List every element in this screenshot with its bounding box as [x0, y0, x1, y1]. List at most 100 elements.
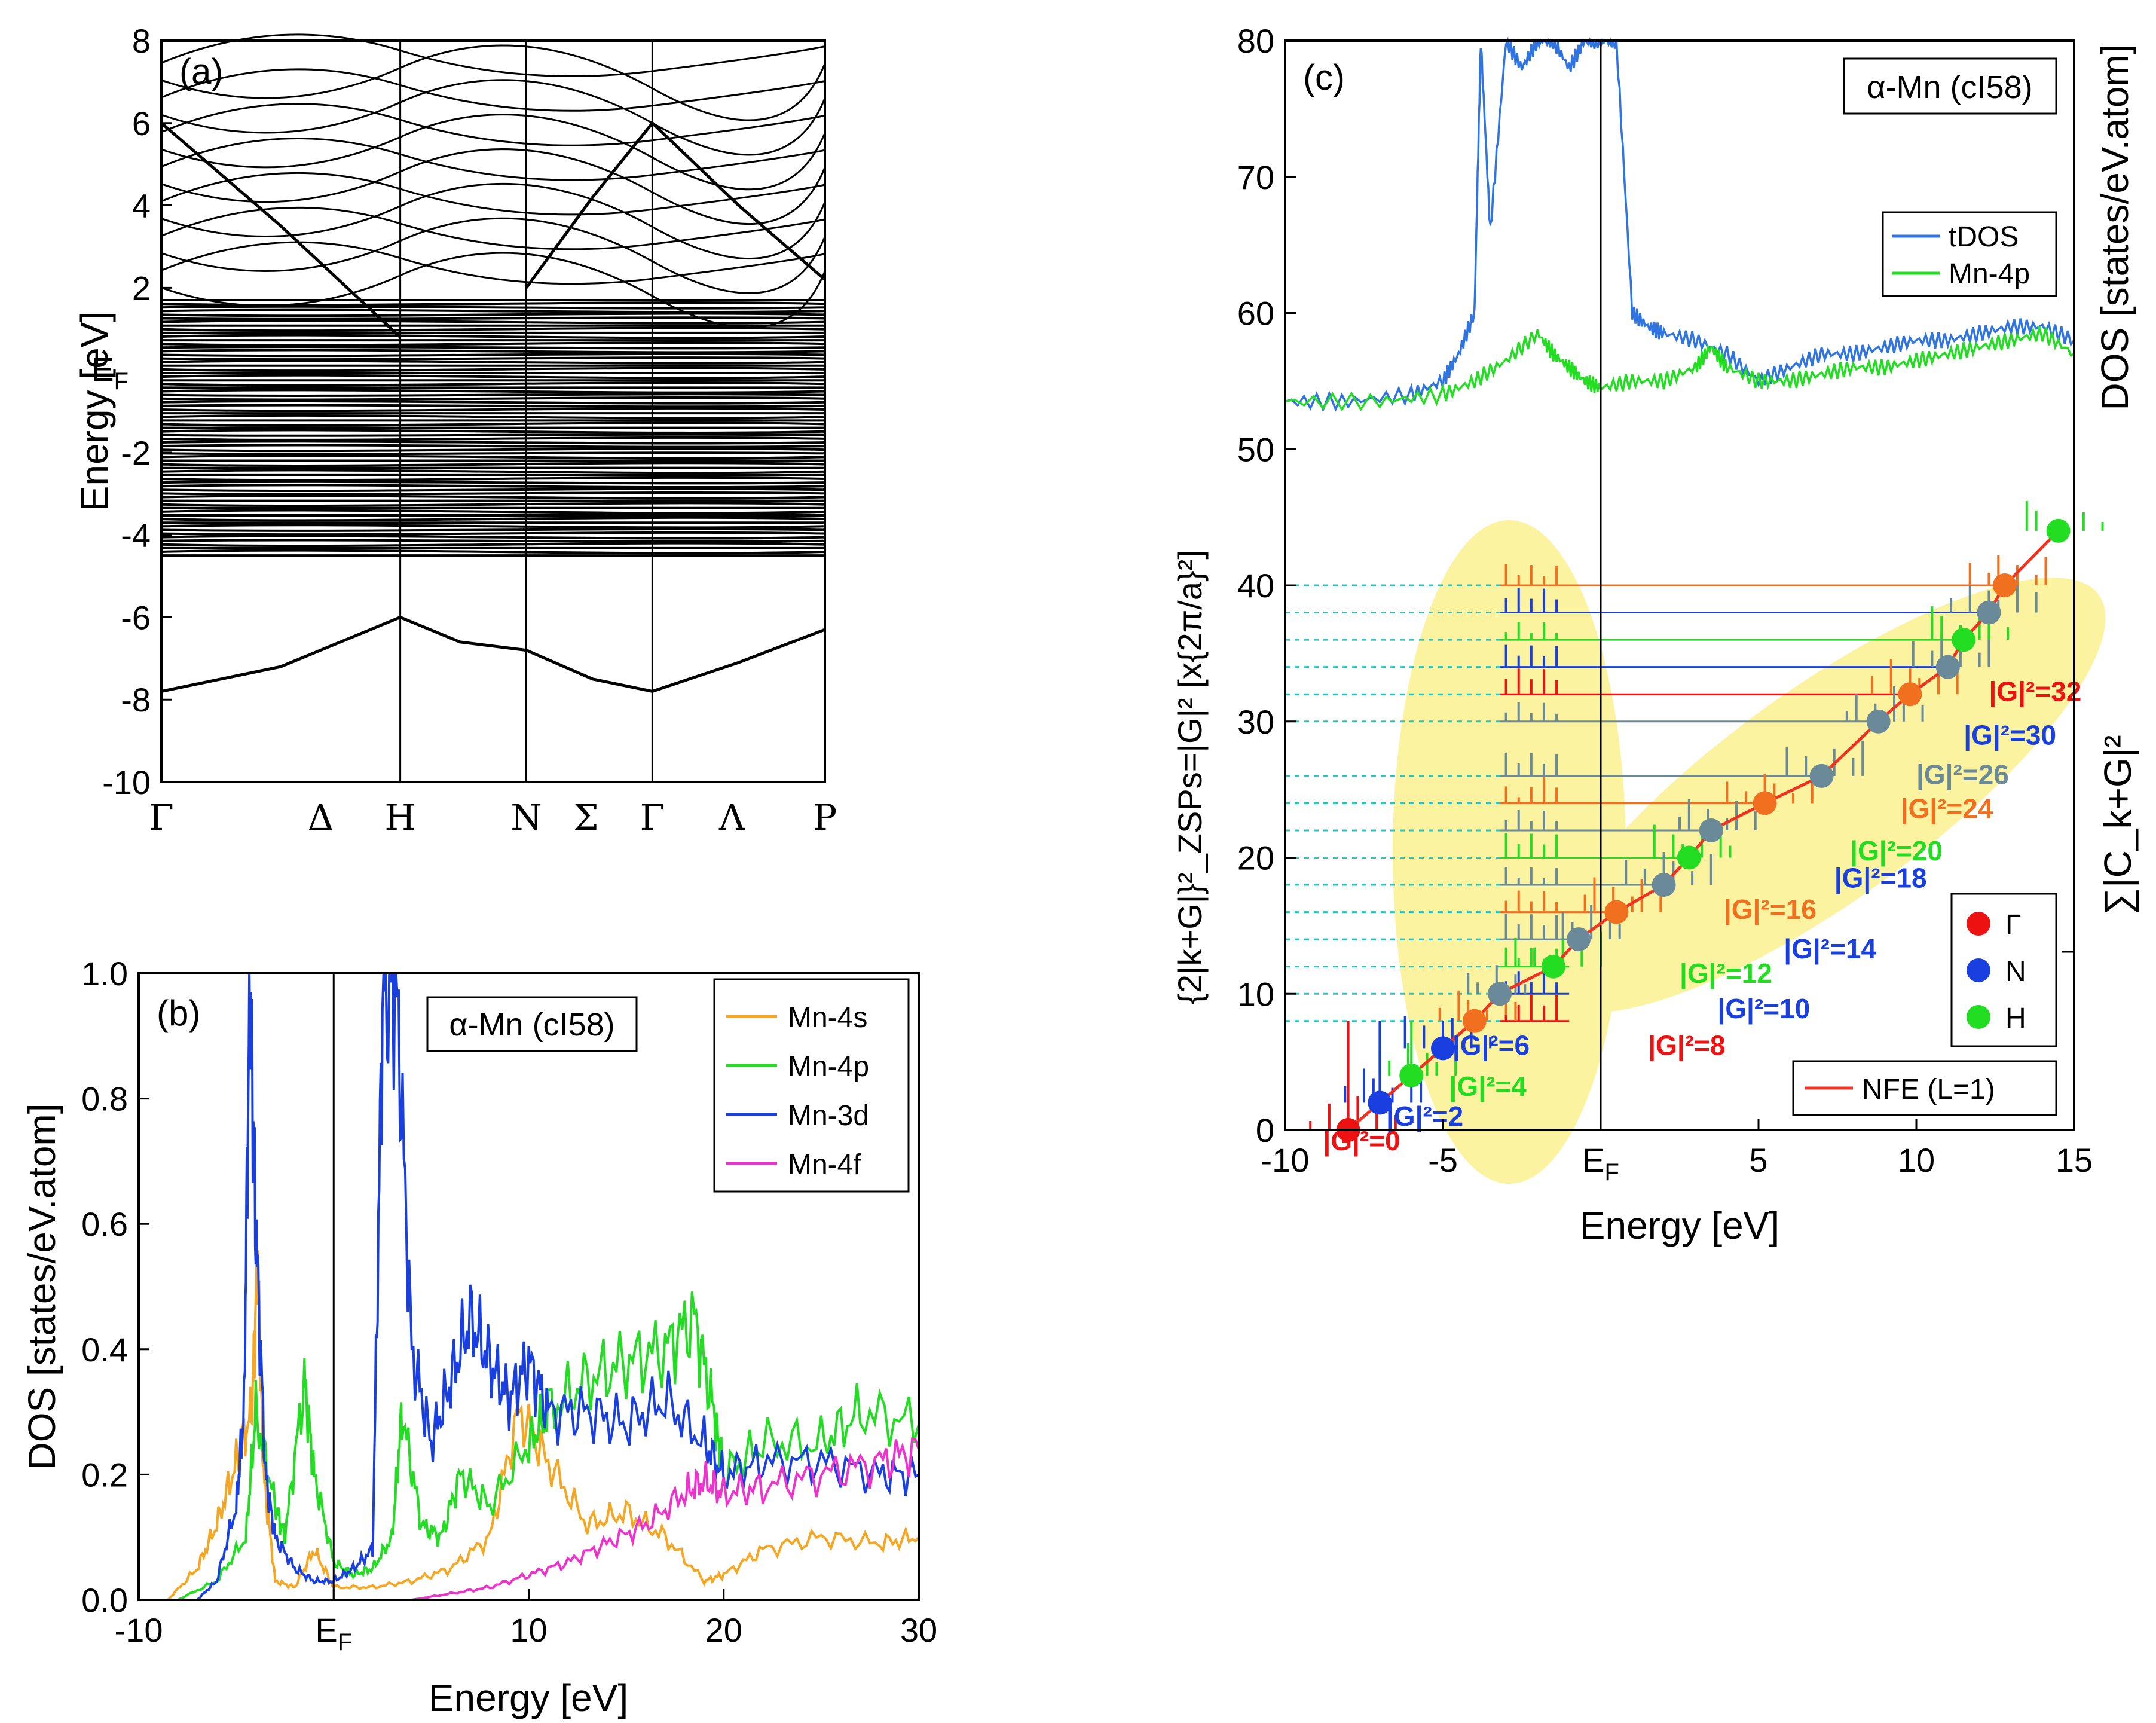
zsp-panel: |G|²=0|G|²=2|G|²=4|G|²=6 |G|²=8|G|²=10|G|…	[1171, 22, 2139, 1247]
y-tick-label: 8	[132, 22, 151, 60]
dense-band-line	[161, 534, 825, 540]
legend-label: Γ	[2005, 909, 2021, 941]
ef-main: E	[315, 1611, 337, 1649]
y-tick-label: 0.2	[81, 1456, 128, 1493]
dos-lines	[139, 972, 920, 1601]
y-tick-label: 80	[1237, 22, 1274, 60]
dense-band-line	[161, 407, 825, 413]
band-lines	[160, 33, 826, 693]
dense-band-line	[161, 524, 825, 529]
dense-band-line	[161, 494, 825, 500]
dense-band-line	[161, 491, 825, 496]
y-axis-ticks: -10 -8 -6 -4 -2 EF 2 4 6 8	[91, 22, 172, 801]
upper-band-line	[161, 68, 825, 112]
g-label: |G|²=26	[1916, 759, 2009, 790]
dense-band-line	[161, 356, 825, 361]
dense-band-line	[161, 338, 825, 342]
dense-band-line	[161, 389, 825, 394]
g-label: |G|²=18	[1834, 863, 1927, 894]
y-tick-label: 0.0	[81, 1581, 128, 1619]
dense-band-line	[161, 366, 825, 372]
zsp-point-G2-22	[1699, 818, 1723, 842]
band-line	[525, 649, 653, 693]
dos-line-Mn-4p	[177, 1291, 920, 1601]
dense-band-line	[161, 393, 825, 397]
y-axis-label: Energy [eV]	[73, 311, 116, 511]
g-label: |G|²=4	[1449, 1071, 1527, 1102]
dense-band-line	[161, 316, 825, 320]
k-label: Δ	[308, 797, 334, 839]
y-axis-label: DOS [states/eV.atom]	[20, 1103, 63, 1470]
x-axis-ticks: -10 EF 10 20 30	[115, 1589, 937, 1655]
k-label: H	[384, 797, 415, 839]
upper-band-line	[161, 217, 826, 294]
zsp-point-G2-16	[1604, 900, 1629, 924]
dense-band-line	[161, 451, 825, 456]
dense-band-line	[161, 411, 825, 415]
annotation-box	[426, 996, 638, 1052]
upper-band-line	[161, 206, 825, 250]
material-annotation: α-Mn (cI58)	[449, 1007, 614, 1043]
y-tick-label: 0.8	[81, 1080, 128, 1118]
panel-label: (a)	[179, 51, 223, 91]
nfe-legend: NFE (L=1)	[1792, 1060, 2057, 1116]
zsp-point-G2-24	[1753, 791, 1777, 815]
zsp-point-G2-10	[1488, 982, 1512, 1006]
dense-band-line	[161, 429, 825, 434]
x-axis-label: Energy [eV]	[1580, 1204, 1779, 1247]
x-tick-label: EF	[1582, 1141, 1619, 1186]
ef-main: E	[1582, 1141, 1604, 1179]
zsp-point-G2-26	[1809, 763, 1834, 788]
dense-band-line	[161, 502, 825, 508]
g-label: |G|²=16	[1724, 894, 1816, 925]
zsp-point-G2-38	[1977, 600, 2001, 625]
dos-line-Mn-4p	[1285, 326, 2075, 412]
y-tick-label: 0	[1256, 1111, 1274, 1149]
annotation-box	[1843, 57, 2057, 115]
k-label: Σ	[573, 797, 598, 839]
x-tick-label: 10	[1898, 1141, 1935, 1179]
y-tick-label: 0.6	[81, 1205, 128, 1243]
upper-band-line	[161, 138, 825, 181]
highlight-ellipse-left	[1393, 520, 1626, 1184]
highlight-ellipse-diagonal	[1540, 578, 2106, 1013]
dense-band-line	[161, 381, 825, 387]
k-label: Λ	[718, 797, 745, 839]
legend-box	[713, 978, 910, 1193]
dense-band-line	[161, 436, 825, 441]
legend-label: Mn-4f	[788, 1149, 861, 1181]
dense-band-line	[161, 440, 825, 445]
band-line	[399, 616, 527, 652]
zsp-point-G2-36	[1952, 628, 1976, 652]
dos-line-Mn-3d	[196, 972, 920, 1601]
dense-band-line	[161, 433, 825, 437]
panel-label: (c)	[1303, 57, 1345, 97]
dense-band-line	[161, 312, 825, 317]
g-label: |G|²=12	[1680, 958, 1772, 989]
plot-frame	[160, 39, 826, 783]
g-label: |G|²=32	[1989, 676, 2081, 707]
dense-band-line	[161, 308, 825, 314]
g-label: |G|²=14	[1784, 933, 1876, 964]
x-tick-label: 5	[1749, 1141, 1767, 1179]
zsp-point-G2-20	[1677, 845, 1701, 870]
legend: Mn-4s Mn-4p Mn-3d Mn-4f	[713, 978, 910, 1193]
y-tick-label: -6	[121, 598, 151, 636]
dense-band-line	[161, 531, 825, 536]
dense-band-line	[161, 527, 825, 532]
upper-band-line	[161, 103, 825, 146]
y-tick-label: 2	[132, 269, 151, 307]
symmetry-point-lines	[399, 41, 653, 782]
dos-lines	[1285, 36, 2075, 413]
x-tick-label: 20	[705, 1611, 742, 1649]
highlight-ellipses	[1393, 520, 2106, 1184]
dense-band-line	[161, 400, 825, 405]
g-label: |G|²=10	[1717, 993, 1810, 1024]
y-tick-label: -2	[121, 434, 151, 472]
dense-band-line	[161, 444, 825, 448]
zsp-point-G2-40	[1992, 573, 2017, 597]
legend-marker	[1967, 1005, 1990, 1029]
dense-band-line	[161, 305, 825, 310]
dos-line-Mn-4f	[139, 1437, 920, 1601]
legend-label: Mn-4p	[1949, 258, 2030, 290]
